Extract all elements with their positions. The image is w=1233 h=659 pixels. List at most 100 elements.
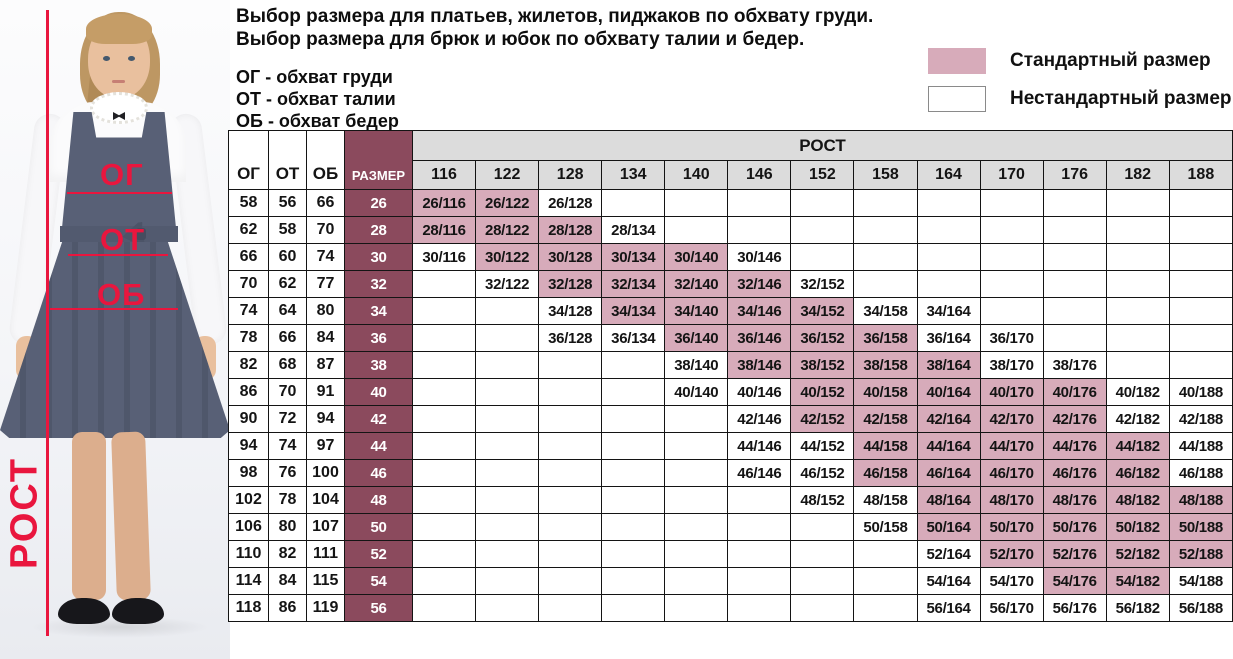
title-line-2: Выбор размера для брюк и юбок по обхвату… <box>236 29 805 50</box>
nonstandard-size-cell: 34/158 <box>853 297 918 325</box>
empty-cell <box>790 513 855 541</box>
nonstandard-size-cell: 56/188 <box>1168 594 1233 622</box>
height-column-146: 146 <box>727 160 792 190</box>
empty-cell <box>1168 216 1233 244</box>
empty-cell <box>790 216 855 244</box>
empty-cell <box>538 459 603 487</box>
nonstandard-size-cell: 54/164 <box>916 567 981 595</box>
nonstandard-size-cell: 38/140 <box>664 351 729 379</box>
empty-cell <box>1042 297 1107 325</box>
empty-cell <box>601 405 666 433</box>
size-label: 56 <box>344 594 413 622</box>
nonstandard-size-cell: 52/164 <box>916 540 981 568</box>
nonstandard-size-cell: 40/188 <box>1168 378 1233 406</box>
standard-size-cell: 40/152 <box>790 378 855 406</box>
empty-cell <box>727 486 792 514</box>
size-row-46: 98 76 100 46 46/146 46/152 46/158 46/164 46/170 4… <box>228 459 1233 487</box>
standard-size-cell: 52/170 <box>979 540 1044 568</box>
size-row-38: 82 68 87 38 38/140 38/146 38/152 38/158 38/164 38… <box>228 351 1233 379</box>
size-chart-table: ОГ ОТ ОБ РАЗМЕР РОСТ 116 122 128 134 140 146 1… <box>228 130 1233 622</box>
waist-value: 64 <box>268 297 307 325</box>
nonstandard-size-cell: 46/188 <box>1168 459 1233 487</box>
hips-value: 70 <box>306 216 345 244</box>
nonstandard-size-cell: 44/146 <box>727 432 792 460</box>
empty-cell <box>601 594 666 622</box>
empty-cell <box>916 243 981 271</box>
standard-size-cell: 48/164 <box>916 486 981 514</box>
nonstandard-size-cell: 54/188 <box>1168 567 1233 595</box>
empty-cell <box>664 513 729 541</box>
standard-size-cell: 42/164 <box>916 405 981 433</box>
empty-cell <box>853 540 918 568</box>
size-row-42: 90 72 94 42 42/146 42/152 42/158 42/164 42/170 42… <box>228 405 1233 433</box>
empty-cell <box>979 270 1044 298</box>
empty-cell <box>1042 189 1107 217</box>
empty-cell <box>916 270 981 298</box>
chest-value: 86 <box>228 378 269 406</box>
standard-size-cell: 42/158 <box>853 405 918 433</box>
hips-value: 94 <box>306 405 345 433</box>
size-row-30: 66 60 74 30 30/116 30/122 30/128 30/134 30/140 30… <box>228 243 1233 271</box>
empty-cell <box>411 297 477 325</box>
standard-size-cell: 30/122 <box>475 243 540 271</box>
size-row-54: 114 84 115 54 54/164 54/170 54/176 54/182 54/188 <box>228 567 1233 595</box>
size-label: 40 <box>344 378 413 406</box>
empty-cell <box>853 567 918 595</box>
standard-size-cell: 30/140 <box>664 243 729 271</box>
nonstandard-size-cell: 34/128 <box>538 297 603 325</box>
empty-cell <box>1105 189 1170 217</box>
empty-cell <box>411 324 477 352</box>
waist-value: 60 <box>268 243 307 271</box>
waist-value: 62 <box>268 270 307 298</box>
empty-cell <box>601 540 666 568</box>
nonstandard-size-cell: 36/128 <box>538 324 603 352</box>
empty-cell <box>538 351 603 379</box>
nonstandard-size-cell: 46/146 <box>727 459 792 487</box>
empty-cell <box>475 459 540 487</box>
girl-dress-belt <box>60 226 178 242</box>
standard-size-cell: 42/176 <box>1042 405 1107 433</box>
empty-cell <box>853 243 918 271</box>
height-column-188: 188 <box>1168 160 1233 190</box>
chest-value: 62 <box>228 216 269 244</box>
empty-cell <box>601 351 666 379</box>
waist-measure-line <box>68 254 168 256</box>
waist-value: 74 <box>268 432 307 460</box>
waist-value: 72 <box>268 405 307 433</box>
empty-cell <box>1042 270 1107 298</box>
empty-cell <box>664 432 729 460</box>
hips-value: 111 <box>306 540 345 568</box>
empty-cell <box>1168 324 1233 352</box>
size-label: 28 <box>344 216 413 244</box>
height-column-176: 176 <box>1042 160 1107 190</box>
standard-size-cell: 54/176 <box>1042 567 1107 595</box>
chest-value: 66 <box>228 243 269 271</box>
nonstandard-size-cell: 42/146 <box>727 405 792 433</box>
empty-cell <box>411 594 477 622</box>
standard-size-cell: 54/182 <box>1105 567 1170 595</box>
nonstandard-size-cell: 30/146 <box>727 243 792 271</box>
table-header-row-1: ОГ ОТ ОБ РАЗМЕР РОСТ <box>228 130 1233 190</box>
size-row-56: 118 86 119 56 56/164 56/170 56/176 56/182 56/188 <box>228 594 1233 622</box>
nonstandard-size-cell: 38/170 <box>979 351 1044 379</box>
empty-cell <box>979 243 1044 271</box>
hips-value: 87 <box>306 351 345 379</box>
size-label: 54 <box>344 567 413 595</box>
hips-value: 74 <box>306 243 345 271</box>
empty-cell <box>664 486 729 514</box>
waist-value: 68 <box>268 351 307 379</box>
standard-size-cell: 48/170 <box>979 486 1044 514</box>
standard-size-cell: 44/158 <box>853 432 918 460</box>
empty-cell <box>1042 243 1107 271</box>
chest-value: 58 <box>228 189 269 217</box>
waist-value: 80 <box>268 513 307 541</box>
size-label: 36 <box>344 324 413 352</box>
empty-cell <box>979 189 1044 217</box>
empty-cell <box>475 594 540 622</box>
height-column-140: 140 <box>664 160 729 190</box>
size-label: 46 <box>344 459 413 487</box>
empty-cell <box>601 432 666 460</box>
standard-size-cell: 40/170 <box>979 378 1044 406</box>
size-label: 38 <box>344 351 413 379</box>
nonstandard-size-cell: 48/158 <box>853 486 918 514</box>
